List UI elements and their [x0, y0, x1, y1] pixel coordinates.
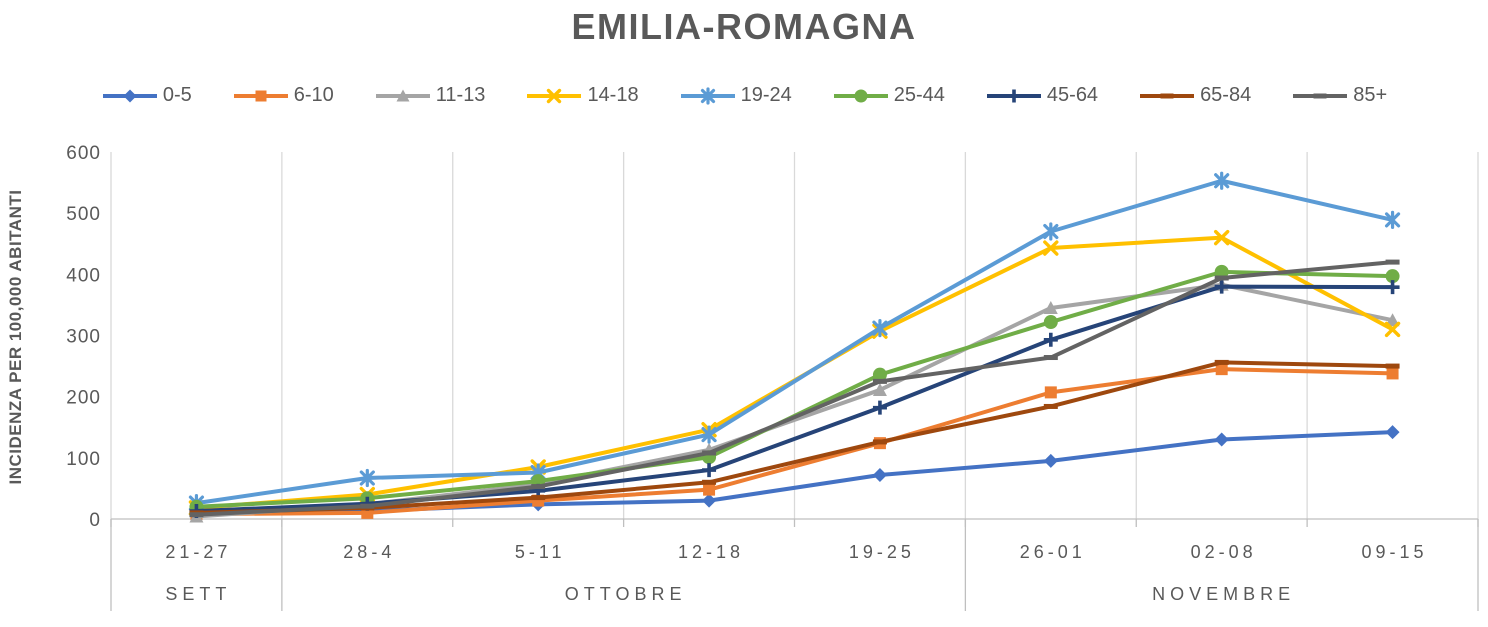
series-85+: [189, 259, 1400, 518]
legend-item-11-13: 11-13: [374, 84, 486, 107]
x-tick-label: 09-15: [1362, 542, 1428, 562]
legend-marker-circle-icon: [833, 89, 888, 102]
y-tick-label: 600: [66, 143, 101, 164]
legend-label: 11-13: [435, 84, 486, 106]
legend-marker-diamond-icon: [102, 89, 157, 102]
legend-marker-dash-icon: [1140, 93, 1195, 98]
legend-marker-plus-icon: [986, 89, 1041, 102]
x-tick-label: 21-27: [165, 542, 231, 562]
legend-marker-x-icon: [527, 88, 582, 103]
legend-item-85+: 85+: [1291, 84, 1387, 107]
x-axis-category-labels: 21-27 28-4 5-11 12-18 19-25 26-01 02-08 09-15: [165, 542, 1428, 562]
month-label: NOVEMBRE: [1152, 584, 1295, 604]
legend-marker-triangle-icon: [375, 89, 430, 101]
x-axis-ticks: [110, 519, 1479, 527]
y-tick-label: 0: [89, 510, 101, 531]
legend-marker-square-icon: [233, 90, 288, 101]
x-tick-label: 12-18: [678, 542, 744, 562]
month-label: OTTOBRE: [565, 584, 687, 604]
y-tick-label: 400: [66, 265, 101, 286]
axis-group-separators: [110, 519, 1479, 611]
y-axis-tick-labels: 0 100 200 300 400 500 600: [66, 143, 101, 531]
series-line-65-84: [196, 360, 1393, 515]
month-label: SETT: [165, 584, 231, 604]
y-tick-label: 100: [66, 449, 101, 470]
legend-marker-asterisk-icon: [680, 86, 735, 105]
legend-item-25-44: 25-44: [832, 84, 945, 107]
x-axis-group-labels: SETT OTTOBRE NOVEMBRE: [165, 584, 1295, 604]
y-tick-label: 500: [66, 204, 101, 225]
vertical-gridlines: [110, 152, 1479, 519]
legend-label: 85+: [1353, 84, 1388, 106]
legend-marker-dash-icon: [1293, 93, 1348, 98]
legend-item-65-84: 65-84: [1138, 84, 1251, 107]
x-tick-label: 5-11: [515, 542, 566, 562]
legend-item-14-18: 14-18: [525, 84, 639, 107]
y-tick-label: 300: [66, 327, 101, 348]
y-axis-title: INCIDENZA PER 100,000 ABITANTI: [6, 189, 25, 485]
legend-item-45-64: 45-64: [985, 84, 1098, 107]
legend-label: 65-84: [1200, 84, 1252, 106]
legend-item-0-5: 0-5: [101, 84, 192, 107]
series-line-19-24: [196, 178, 1394, 506]
x-tick-label: 02-08: [1191, 542, 1257, 562]
legend-item-6-10: 6-10: [232, 84, 334, 107]
legend-label: 45-64: [1046, 84, 1099, 106]
legend-label: 14-18: [587, 84, 639, 106]
x-tick-label: 19-25: [849, 542, 915, 562]
legend-label: 6-10: [293, 84, 334, 106]
series-line-6-10: [196, 367, 1393, 517]
chart-title: EMILIA-ROMAGNA: [571, 6, 917, 47]
legend-label: 25-44: [893, 84, 945, 106]
legend-label: 0-5: [162, 84, 192, 106]
x-tick-label: 28-4: [343, 542, 395, 562]
y-tick-label: 200: [66, 388, 101, 409]
legend-item-19-24: 19-24: [679, 84, 792, 107]
series-line-85+: [196, 260, 1393, 517]
x-tick-label: 26-01: [1020, 542, 1086, 562]
legend-label: 19-24: [740, 84, 792, 106]
legend: 0-5 6-10 11-13 14-18 19-24 25-44 45-64 65-84 85+: [0, 84, 1488, 107]
